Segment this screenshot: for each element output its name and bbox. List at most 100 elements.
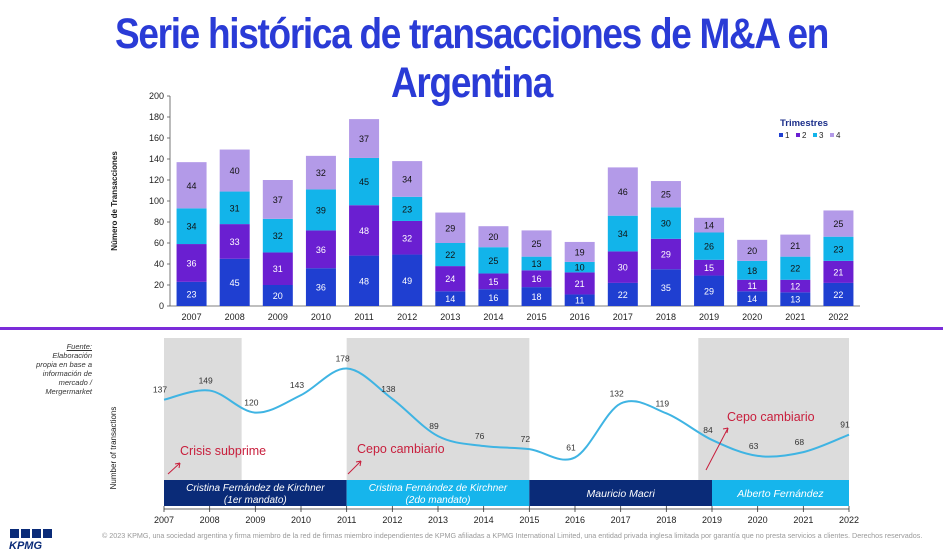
bar-segment	[262, 180, 293, 219]
bar-data-label: 36	[316, 245, 326, 255]
bar-data-label: 24	[445, 274, 455, 284]
x-tick-label: 2021	[785, 312, 805, 322]
shaded-period	[346, 338, 530, 480]
divider	[0, 327, 943, 330]
bar-segment	[694, 259, 725, 276]
x-tick-label: 2010	[311, 312, 331, 322]
bar-data-label: 23	[833, 244, 843, 254]
bar-segment	[694, 275, 725, 306]
bar-data-label: 44	[187, 181, 197, 191]
bar-segment	[737, 239, 768, 261]
bar-data-label: 11	[575, 296, 584, 306]
shaded-period	[698, 338, 849, 480]
bar-data-label: 48	[359, 226, 369, 236]
bar-segment	[607, 215, 638, 252]
bar-segment	[823, 282, 854, 306]
mandate-label: Alberto Fernández	[736, 488, 824, 500]
bar-data-label: 25	[532, 239, 542, 249]
bar-data-label: 30	[661, 219, 671, 229]
y-tick-label: 160	[149, 133, 164, 143]
bar-segment	[219, 191, 250, 225]
bar-segment	[521, 256, 552, 271]
bar-segment	[564, 241, 595, 262]
bar-segment	[521, 230, 552, 257]
y-tick-label: 40	[154, 259, 164, 269]
bar-data-label: 34	[402, 174, 412, 184]
bar-data-label: 46	[618, 187, 628, 197]
point-data-label: 143	[290, 380, 304, 390]
point-data-label: 132	[610, 388, 624, 398]
annotation-arrow	[347, 460, 362, 475]
mandate-label: Cristina Fernández de Kirchner	[369, 483, 508, 494]
bar-data-label: 20	[488, 232, 498, 242]
bar-data-label: 13	[790, 295, 800, 305]
bar-data-label: 40	[230, 166, 240, 176]
y-tick-label: 60	[154, 238, 164, 248]
bar-segment	[564, 294, 595, 306]
y-axis-label: Number of transactions	[109, 407, 118, 490]
bar-segment	[176, 208, 207, 245]
bar-data-label: 45	[230, 278, 240, 288]
annotation-label: Cepo cambiario	[727, 410, 815, 424]
x-tick-label: 2022	[828, 312, 848, 322]
bar-data-label: 49	[402, 276, 412, 286]
x-tick-label: 2015	[527, 312, 547, 322]
mandate-label: Cristina Fernández de Kirchner	[186, 483, 325, 494]
bar-segment	[349, 119, 380, 158]
x-tick-label: 2021	[793, 515, 813, 525]
bar-segment	[262, 252, 293, 285]
bar-data-label: 14	[747, 294, 757, 304]
x-tick-label: 2016	[570, 312, 590, 322]
x-tick-label: 2016	[565, 515, 585, 525]
point-data-label: 63	[749, 441, 759, 451]
bar-data-label: 15	[704, 263, 714, 273]
bar-segment	[176, 281, 207, 306]
bar-segment	[607, 167, 638, 216]
bar-segment	[435, 291, 466, 306]
x-tick-label: 2019	[699, 312, 719, 322]
point-data-label: 178	[336, 354, 350, 364]
bar-data-label: 32	[402, 233, 412, 243]
bar-data-label: 16	[488, 293, 498, 303]
bar-segment	[521, 287, 552, 306]
bar-segment	[305, 230, 336, 269]
page-title: Serie histórica de transacciones de M&A …	[114, 10, 829, 107]
bar-data-label: 21	[790, 241, 800, 251]
legend-entry: 3	[819, 131, 824, 140]
x-tick-label: 2018	[656, 312, 676, 322]
bar-data-label: 33	[230, 237, 240, 247]
x-tick-label: 2013	[440, 312, 460, 322]
bar-data-label: 34	[618, 229, 628, 239]
bar-segment	[478, 226, 509, 248]
bar-segment	[650, 269, 681, 306]
x-tick-label: 2007	[182, 312, 202, 322]
legend-title: Trimestres	[780, 118, 828, 129]
bar-segment	[650, 207, 681, 239]
bar-segment	[780, 234, 811, 257]
shaded-period	[164, 338, 242, 480]
bar-segment	[392, 254, 423, 306]
mandate-bar	[164, 480, 347, 506]
legend-swatch	[813, 133, 817, 137]
point-data-label: 138	[381, 384, 395, 394]
bar-data-label: 29	[661, 250, 671, 260]
annotation-arrowhead	[174, 462, 181, 469]
bar-segment	[392, 196, 423, 221]
kpmg-logo-text: KPMG	[9, 540, 42, 552]
bar-segment	[607, 282, 638, 306]
legend-swatch	[779, 133, 783, 137]
mandate-bar	[712, 480, 849, 506]
bar-segment	[349, 205, 380, 256]
bar-segment	[176, 244, 207, 282]
bar-data-label: 30	[618, 263, 628, 273]
bar-data-label: 20	[747, 246, 757, 256]
annotation-arrowhead	[722, 427, 729, 434]
annotation-arrowhead	[355, 460, 362, 467]
y-tick-label: 140	[149, 154, 164, 164]
source-header: Fuente:	[66, 342, 92, 351]
x-tick-label: 2008	[200, 515, 220, 525]
bar-data-label: 48	[359, 276, 369, 286]
x-tick-label: 2014	[483, 312, 503, 322]
x-tick-label: 2009	[268, 312, 288, 322]
bar-segment	[435, 212, 466, 243]
